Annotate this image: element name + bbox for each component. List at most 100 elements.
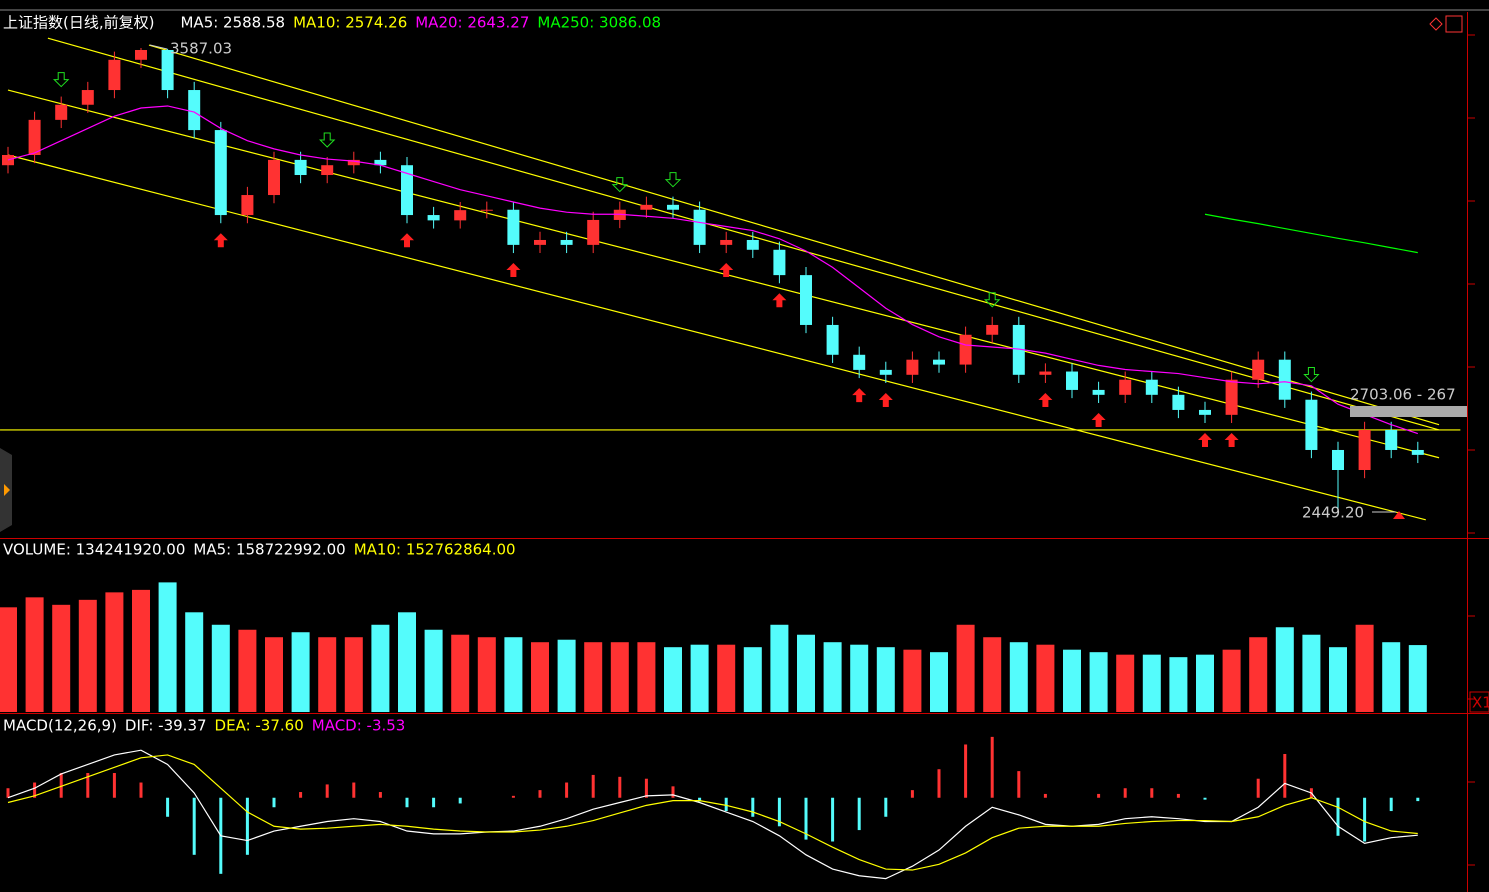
- candle-body: [1278, 359, 1291, 400]
- macd-bar: [1389, 797, 1393, 812]
- buy-arrow: [772, 293, 787, 308]
- macd-bar: [937, 769, 941, 798]
- candle-body: [427, 215, 440, 221]
- macd-bar: [1123, 788, 1127, 798]
- candle-body: [906, 359, 919, 375]
- line-series: [7, 749, 1418, 880]
- macd-bar: [804, 797, 808, 840]
- header-label: MA5: 158722992.00: [193, 541, 345, 559]
- candle-body: [1385, 429, 1398, 450]
- candle-body: [693, 209, 706, 245]
- annotation-leader: [149, 44, 168, 50]
- trend-line: [7, 154, 1426, 521]
- macd-bar: [884, 797, 888, 817]
- macd-bar: [432, 797, 436, 808]
- candle-body: [720, 239, 733, 245]
- macd-bar: [1097, 793, 1101, 798]
- macd-bar: [777, 797, 781, 827]
- corner-icon[interactable]: [1445, 15, 1463, 33]
- header-label: DIF: -39.37: [125, 717, 207, 735]
- macd-bar: [166, 797, 170, 817]
- macd-bar: [299, 792, 303, 798]
- sell-arrow: [1303, 367, 1320, 383]
- annotation: 2703.06 - 267: [1350, 386, 1456, 404]
- volume-bar: [664, 647, 682, 712]
- macd-bar: [511, 795, 515, 798]
- candle-body: [959, 334, 972, 365]
- volume-bar: [185, 612, 204, 712]
- candle-body: [1092, 389, 1105, 395]
- line-series: [1204, 213, 1418, 254]
- header-label: MACD(12,26,9): [3, 717, 117, 735]
- candle-body: [879, 369, 892, 375]
- volume-bar: [1382, 642, 1401, 712]
- candle-body: [374, 159, 387, 166]
- macd-bar: [1017, 771, 1021, 798]
- header-label: 上证指数(日线,前复权): [3, 14, 154, 32]
- corner-label: X1: [1472, 694, 1489, 712]
- volume-bar: [797, 634, 815, 712]
- candle-body: [853, 354, 866, 370]
- corner-icon[interactable]: [1429, 17, 1443, 31]
- candle-body: [108, 59, 121, 91]
- candle-body: [347, 159, 360, 166]
- volume-bar: [504, 637, 523, 712]
- volume-bar: [424, 629, 443, 712]
- buy-arrow: [1198, 433, 1212, 448]
- candle-body: [1012, 324, 1025, 375]
- volume-bar: [717, 644, 736, 712]
- candle-body: [268, 159, 280, 196]
- candle-body: [401, 165, 413, 216]
- volume-bar: [610, 642, 629, 712]
- macd-bar: [86, 773, 90, 798]
- candle-body: [2, 154, 14, 166]
- candle-body: [746, 239, 759, 250]
- buy-arrow: [400, 233, 414, 248]
- candle-body: [613, 209, 626, 220]
- macd-bar: [192, 797, 196, 855]
- macd-bar: [831, 797, 835, 842]
- macd-bar: [139, 782, 143, 798]
- volume-bar: [1116, 654, 1135, 712]
- volume-bar: [1169, 657, 1188, 712]
- buy-arrow: [878, 392, 893, 407]
- volume-bar: [1063, 649, 1081, 712]
- buy-arrow: [1224, 433, 1239, 448]
- macd-bar: [1203, 797, 1207, 800]
- candle-body: [667, 204, 679, 210]
- macd-bar: [325, 784, 329, 798]
- annotation: 3587.03: [170, 40, 232, 58]
- volume-bar: [557, 639, 576, 712]
- header-label: MA250: 3086.08: [537, 14, 661, 32]
- candle-body: [534, 239, 546, 245]
- candle-body: [507, 209, 520, 245]
- volume-bar: [1249, 637, 1268, 712]
- trend-line: [47, 37, 1440, 431]
- macd-bar: [352, 782, 356, 798]
- macd-bar: [724, 797, 728, 812]
- buy-arrow: [852, 388, 867, 403]
- header-label: VOLUME: 134241920.00: [3, 541, 185, 559]
- macd-bar: [751, 797, 755, 817]
- macd-bar: [644, 778, 648, 798]
- line-series: [7, 105, 1418, 435]
- sell-arrow: [318, 132, 336, 148]
- candle-body: [161, 49, 174, 91]
- volume-bar: [1036, 644, 1055, 712]
- volume-bar: [1009, 642, 1028, 712]
- volume-bar: [238, 629, 257, 712]
- volume-bar: [743, 647, 762, 712]
- candle-body: [28, 119, 41, 155]
- buy-arrow: [213, 233, 228, 248]
- volume-bar: [983, 637, 1002, 712]
- candle-body: [321, 165, 334, 176]
- volume-bar: [25, 597, 44, 712]
- side-tab-arrow: [4, 484, 10, 496]
- candle-body: [1039, 371, 1052, 375]
- sell-arrow: [983, 292, 1001, 308]
- macd-bar: [245, 797, 249, 855]
- candle-body: [986, 324, 999, 335]
- candle-body: [454, 210, 467, 221]
- candle-body: [1225, 379, 1238, 415]
